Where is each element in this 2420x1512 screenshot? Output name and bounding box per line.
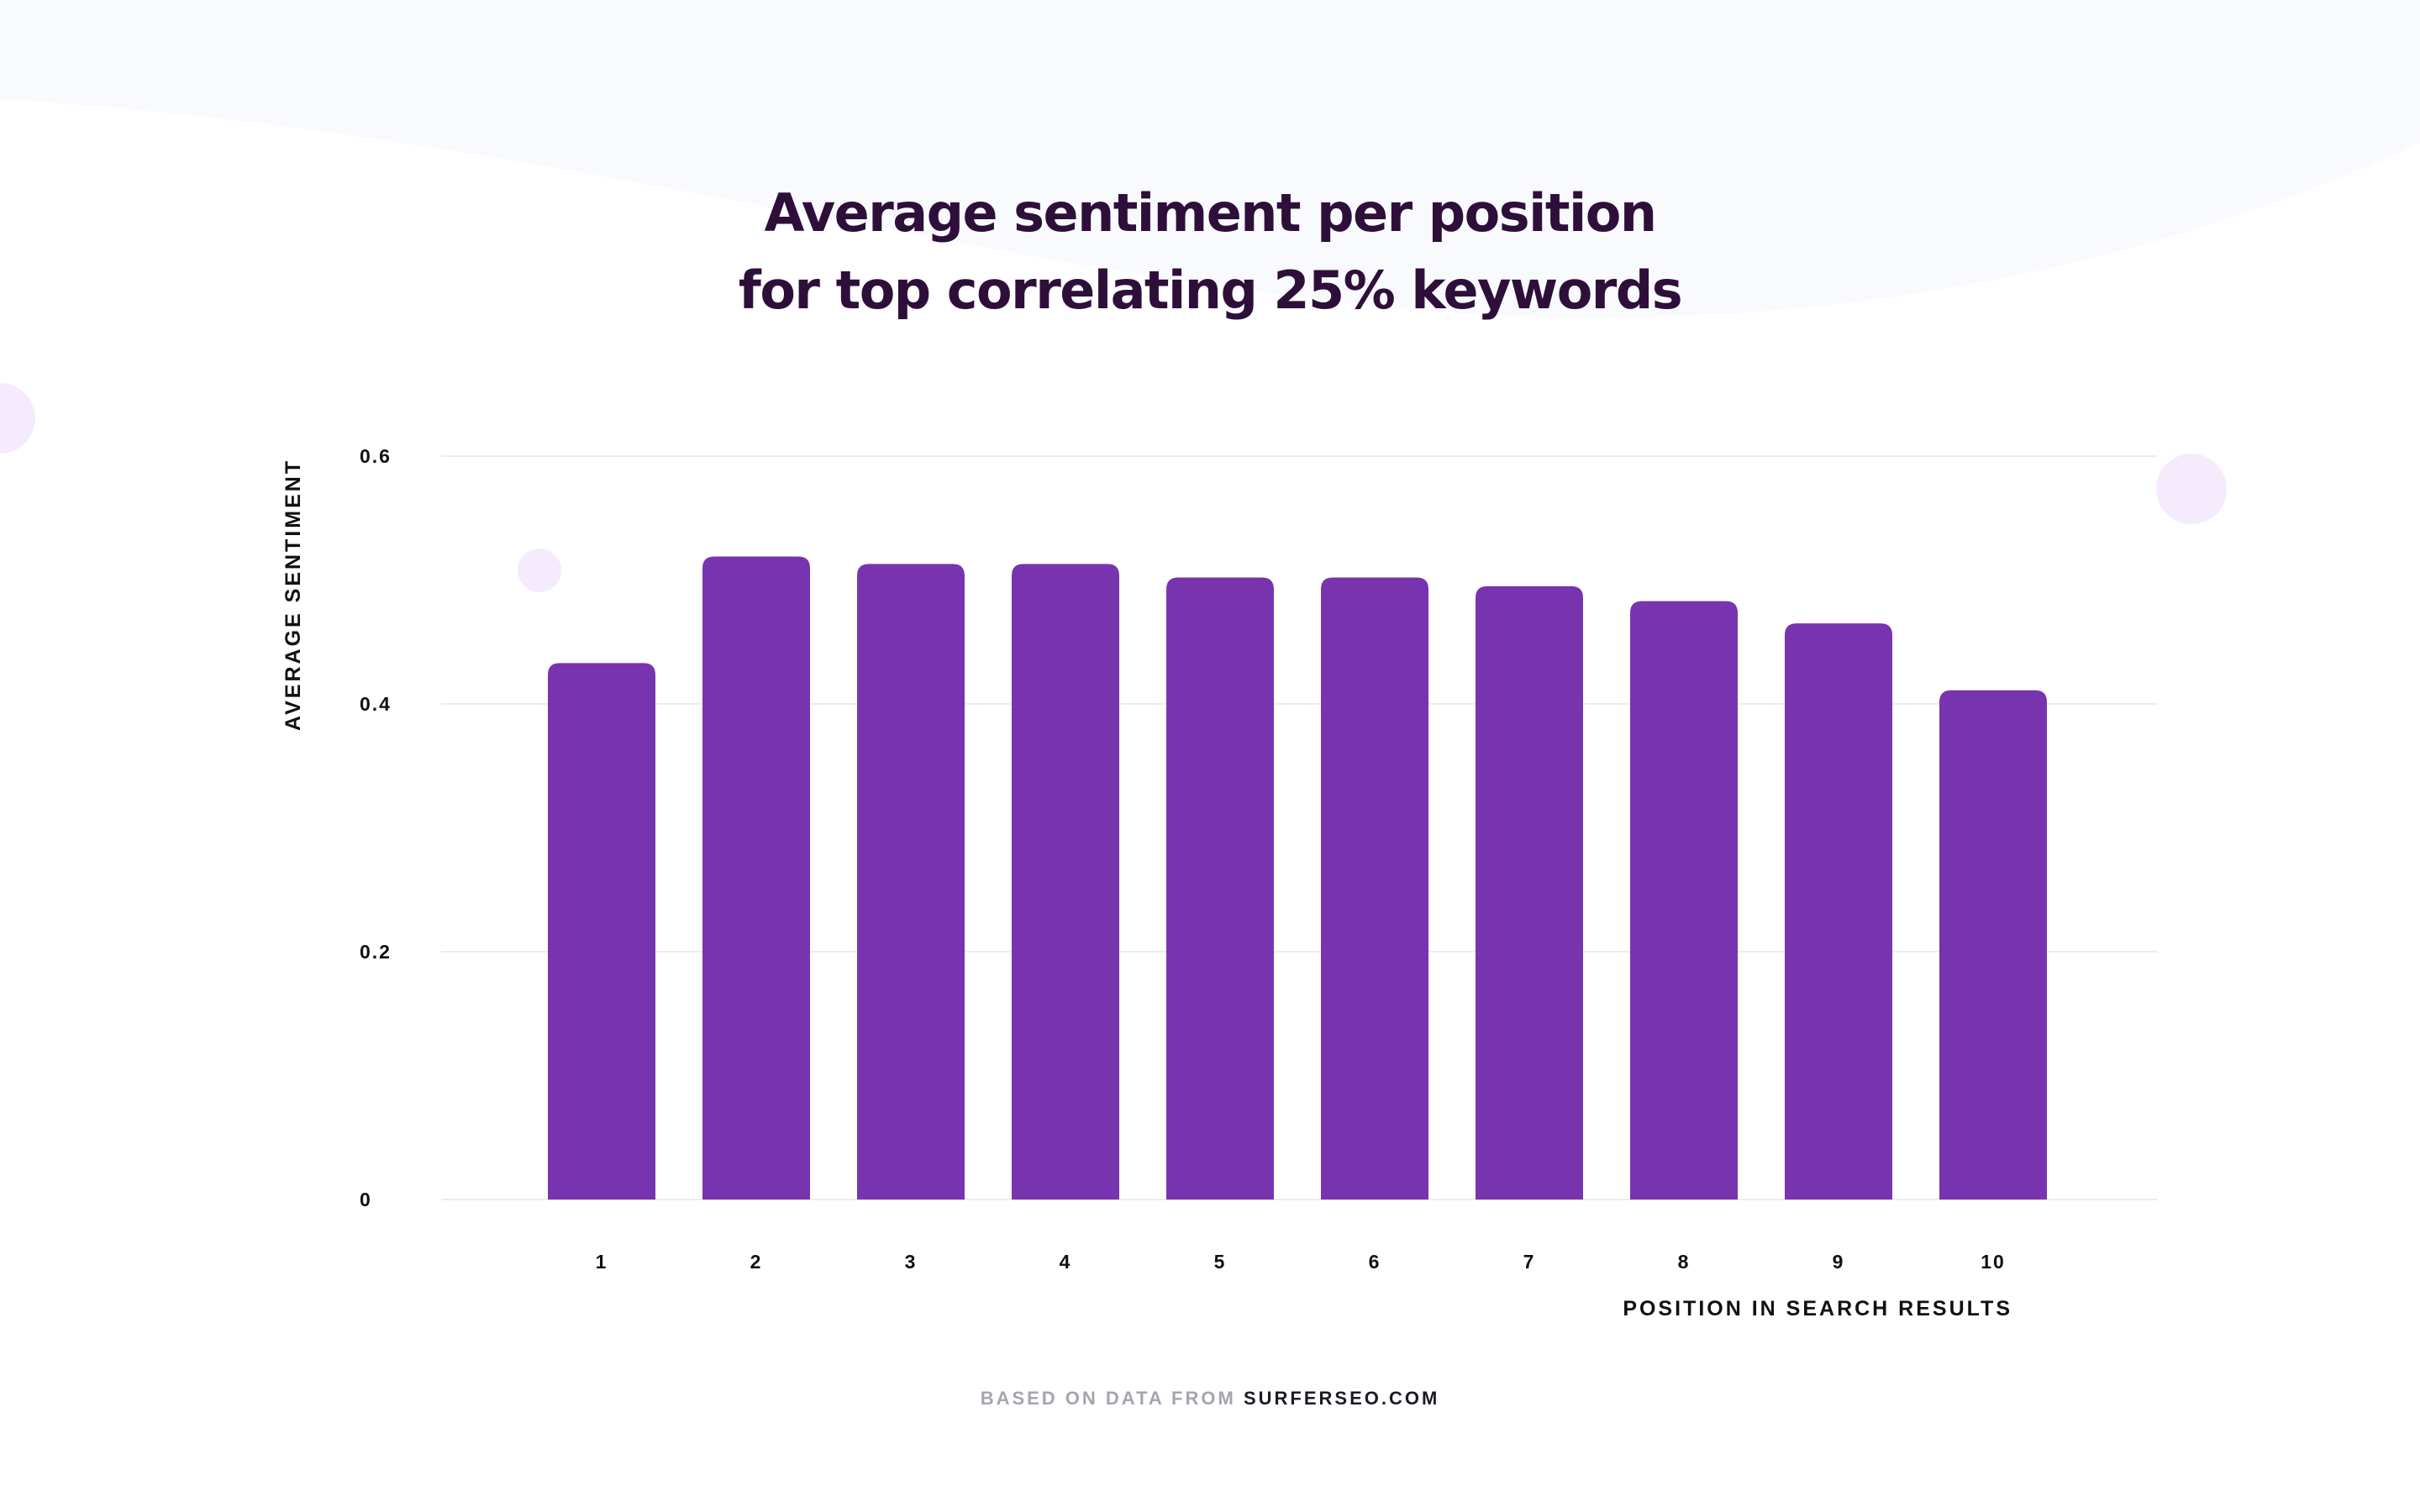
x-tick-label: 2 [750,1251,763,1273]
chart-title: Average sentiment per position for top c… [0,175,2420,329]
y-axis-title: AVERAGE SENTIMENT [281,459,305,731]
bar-position-8 [1630,601,1738,1200]
x-axis-title: POSITION IN SEARCH RESULTS [1623,1297,2012,1320]
bar-position-3 [857,564,965,1200]
bar-position-9 [1785,623,1892,1200]
background-wave [0,0,2420,318]
bars [548,556,2047,1200]
x-tick-label: 10 [1981,1251,2006,1273]
chart-title-line-2: for top correlating 25% keywords [738,260,1683,321]
x-tick-label: 9 [1833,1251,1845,1273]
bar-position-5 [1166,577,1274,1200]
y-tick-label: 0.6 [360,445,392,467]
decor-circle-small [518,549,561,592]
bar-position-1 [548,663,655,1200]
y-tick-label: 0.2 [360,941,392,963]
footer-source: BASED ON DATA FROM SURFERSEO.COM [0,1388,2420,1410]
gridlines [441,455,2158,1200]
bar-position-10 [1939,690,2047,1200]
y-tick-label: 0 [360,1189,372,1210]
background-wave-shape [0,0,2420,318]
decor-circle-right [2156,454,2227,524]
x-tick-label: 3 [905,1251,918,1273]
bar-position-6 [1321,577,1428,1200]
bar-position-2 [702,556,810,1200]
y-axis-ticks: 0 0.2 0.4 0.6 [360,445,392,1210]
x-tick-label: 6 [1369,1251,1381,1273]
bar-position-4 [1012,564,1119,1200]
y-tick-label: 0.4 [360,693,392,715]
footer-source-link[interactable]: SURFERSEO.COM [1243,1388,1440,1409]
x-tick-label: 1 [596,1251,608,1273]
x-tick-label: 8 [1678,1251,1691,1273]
chart-title-line-1: Average sentiment per position [764,182,1657,244]
footer-prefix: BASED ON DATA FROM [980,1388,1236,1409]
x-tick-label: 5 [1214,1251,1227,1273]
bar-position-7 [1476,585,1583,1200]
x-tick-label: 4 [1060,1251,1072,1273]
x-tick-label: 7 [1523,1251,1536,1273]
x-axis-ticks: 1 2 3 4 5 6 7 8 9 10 [596,1251,2006,1273]
